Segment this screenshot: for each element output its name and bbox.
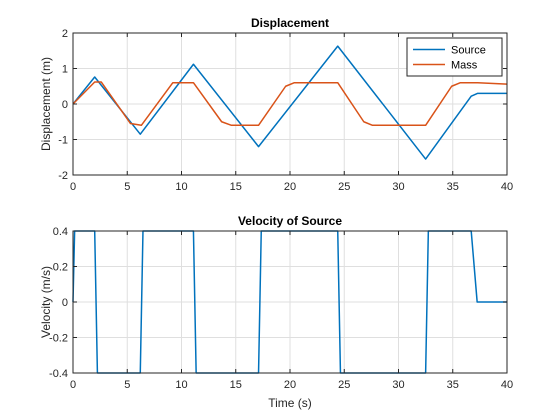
legend-entry-mass: Mass	[451, 60, 478, 72]
x-tick-label: 10	[175, 379, 187, 391]
x-tick-label: 5	[124, 379, 130, 391]
x-tick-label: 15	[230, 379, 242, 391]
x-tick-label: 0	[70, 181, 76, 193]
y-tick-label: 1	[62, 64, 68, 76]
chart-title: Displacement	[251, 16, 329, 30]
series-line-mass	[72, 81, 508, 127]
displacement-axes: 0 5 10 15 20 25 30 35 40 -2 -1 0 1 2 Displacement Displ…	[39, 16, 513, 193]
x-tick-label: 40	[501, 379, 513, 391]
chart-title: Velocity of Source	[238, 214, 342, 228]
y-tick-label: 0	[62, 99, 68, 111]
y-tick-label: 0.2	[53, 262, 68, 274]
legend: Source Mass	[406, 37, 503, 77]
y-tick-label: -0.4	[49, 368, 68, 380]
x-tick-label: 40	[501, 181, 513, 193]
x-tick-label: 35	[447, 379, 459, 391]
x-tick-label: 0	[70, 379, 76, 391]
velocity-axes: 0 5 10 15 20 25 30 35 40 -0.4 -0.2 0 0.2 0.4 Velocity …	[39, 214, 513, 410]
y-tick-label: -0.2	[49, 333, 68, 345]
y-tick-label: 0	[62, 297, 68, 309]
legend-entry-source: Source	[451, 45, 486, 57]
y-tick-label: -2	[58, 170, 68, 182]
x-tick-label: 15	[230, 181, 242, 193]
x-tick-label: 25	[338, 181, 350, 193]
x-axis-label: Time (s)	[268, 396, 312, 410]
x-tick-label: 10	[175, 181, 187, 193]
y-tick-label: 2	[62, 28, 68, 40]
x-tick-label: 25	[338, 379, 350, 391]
y-axis-label: Displacement (m)	[39, 57, 53, 151]
x-tick-label: 20	[284, 379, 296, 391]
x-tick-label: 20	[284, 181, 296, 193]
legend-box	[406, 37, 503, 77]
y-tick-label: -1	[58, 135, 68, 147]
y-tick-label: 0.4	[53, 226, 68, 238]
x-tick-label: 35	[447, 181, 459, 193]
x-tick-label: 30	[392, 181, 404, 193]
y-axis-label: Velocity (m/s)	[39, 266, 53, 338]
x-tick-label: 30	[392, 379, 404, 391]
x-tick-label: 5	[124, 181, 130, 193]
